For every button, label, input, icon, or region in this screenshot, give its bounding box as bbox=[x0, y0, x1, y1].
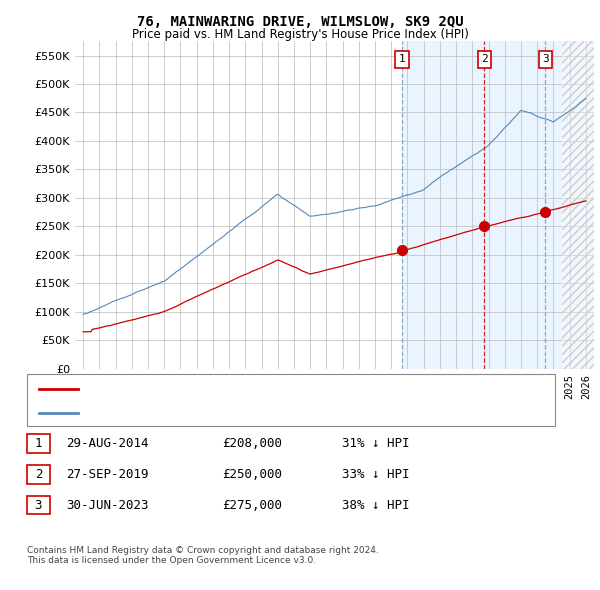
Text: 76, MAINWARING DRIVE, WILMSLOW, SK9 2QU (detached house): 76, MAINWARING DRIVE, WILMSLOW, SK9 2QU … bbox=[84, 384, 439, 394]
Text: Price paid vs. HM Land Registry's House Price Index (HPI): Price paid vs. HM Land Registry's House … bbox=[131, 28, 469, 41]
Text: 31% ↓ HPI: 31% ↓ HPI bbox=[342, 437, 409, 450]
Text: £275,000: £275,000 bbox=[222, 499, 282, 512]
Text: 2: 2 bbox=[35, 468, 42, 481]
Text: 3: 3 bbox=[35, 499, 42, 512]
Text: 33% ↓ HPI: 33% ↓ HPI bbox=[342, 468, 409, 481]
Text: Contains HM Land Registry data © Crown copyright and database right 2024.
This d: Contains HM Land Registry data © Crown c… bbox=[27, 546, 379, 565]
Text: £208,000: £208,000 bbox=[222, 437, 282, 450]
Text: 30-JUN-2023: 30-JUN-2023 bbox=[66, 499, 149, 512]
Text: £250,000: £250,000 bbox=[222, 468, 282, 481]
Text: 76, MAINWARING DRIVE, WILMSLOW, SK9 2QU: 76, MAINWARING DRIVE, WILMSLOW, SK9 2QU bbox=[137, 15, 463, 29]
Text: 3: 3 bbox=[542, 54, 549, 64]
Bar bbox=[402, 41, 594, 369]
Text: 38% ↓ HPI: 38% ↓ HPI bbox=[342, 499, 409, 512]
Text: 27-SEP-2019: 27-SEP-2019 bbox=[66, 468, 149, 481]
Text: HPI: Average price, detached house, Cheshire East: HPI: Average price, detached house, Ches… bbox=[84, 408, 361, 418]
Bar bbox=[562, 41, 594, 369]
Bar bbox=[562, 41, 594, 369]
Text: 29-AUG-2014: 29-AUG-2014 bbox=[66, 437, 149, 450]
Text: 1: 1 bbox=[35, 437, 42, 450]
Text: 2: 2 bbox=[481, 54, 488, 64]
Text: 1: 1 bbox=[398, 54, 406, 64]
